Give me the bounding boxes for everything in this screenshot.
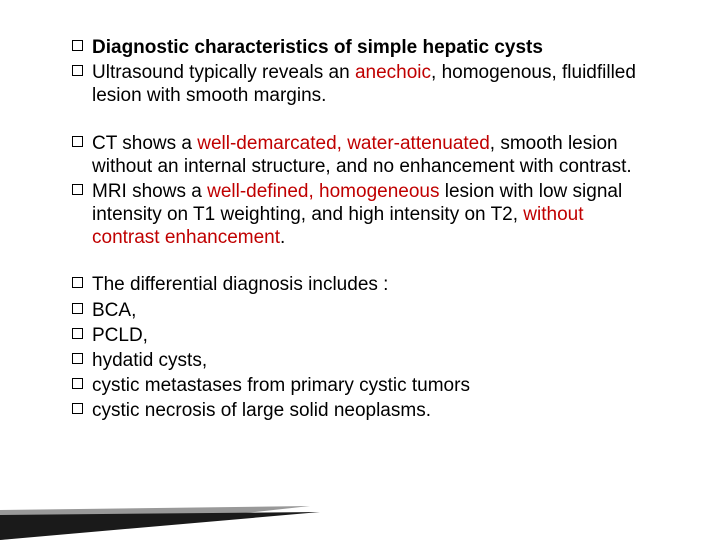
list-item: cystic metastases from primary cystic tu… — [92, 374, 650, 397]
heading-text: characteristics of simple hepatic cysts — [194, 37, 543, 58]
list-item: MRI shows a well-defined, homogeneous le… — [92, 180, 650, 250]
checkbox-icon — [72, 353, 83, 364]
checkbox-icon — [72, 328, 83, 339]
list-item: hydatid cysts, — [92, 349, 650, 372]
text-pre: MRI shows a — [92, 181, 207, 202]
spacer — [92, 251, 650, 273]
text-em: anechoic — [355, 62, 431, 83]
checkbox-icon — [72, 403, 83, 414]
heading-pre: Diagnostic — [92, 37, 194, 58]
checkbox-icon — [72, 378, 83, 389]
diff-item: PCLD, — [92, 325, 148, 346]
list-item: Ultrasound typically reveals an anechoic… — [92, 61, 650, 107]
diff-item: hydatid cysts, — [92, 350, 207, 371]
checkbox-icon — [72, 277, 83, 288]
diff-item: cystic necrosis of large solid neoplasms… — [92, 400, 431, 421]
decorative-wedge — [0, 460, 360, 540]
checkbox-icon — [72, 184, 83, 195]
checkbox-icon — [72, 40, 83, 51]
list-item: PCLD, — [92, 324, 650, 347]
heading-line: Diagnostic characteristics of simple hep… — [92, 36, 650, 59]
list-item: BCA, — [92, 299, 650, 322]
text-em: well-defined, homogeneous — [207, 181, 439, 202]
checkbox-icon — [72, 303, 83, 314]
slide-content: Diagnostic characteristics of simple hep… — [0, 0, 720, 422]
text-post2: . — [280, 227, 285, 248]
list-item: cystic necrosis of large solid neoplasms… — [92, 399, 650, 422]
diff-item: cystic metastases from primary cystic tu… — [92, 375, 470, 396]
diff-intro: The differential diagnosis includes : — [92, 274, 388, 295]
checkbox-icon — [72, 65, 83, 76]
text-pre: CT shows a — [92, 133, 197, 154]
list-item: The differential diagnosis includes : — [92, 273, 650, 296]
checkbox-icon — [72, 136, 83, 147]
diff-item: BCA, — [92, 300, 136, 321]
list-item: CT shows a well-demarcated, water-attenu… — [92, 132, 650, 178]
text-pre: Ultrasound typically reveals an — [92, 62, 355, 83]
spacer — [92, 110, 650, 132]
text-em: well-demarcated, water-attenuated — [197, 133, 490, 154]
